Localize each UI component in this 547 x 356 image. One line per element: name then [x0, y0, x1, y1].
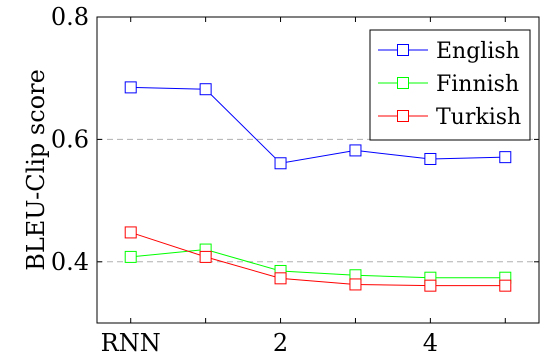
legend-label-finnish: Finnish [436, 72, 519, 97]
axis-ticks: 0.4 0.6 0.8 RNN 2 4 [51, 3, 539, 356]
data-point-turkish [124, 226, 137, 239]
legend-marker-turkish [397, 110, 409, 122]
y-tick-label: 0.8 [51, 3, 89, 31]
data-point-english [199, 83, 212, 96]
data-point-turkish [274, 272, 287, 285]
data-point-turkish [499, 279, 512, 292]
x-tick-label: RNN [101, 329, 161, 356]
legend-box [369, 29, 531, 141]
data-point-turkish [349, 278, 362, 291]
legend-marker-finnish [397, 77, 409, 89]
data-point-finnish [124, 250, 137, 263]
legend-label-english: English [436, 39, 520, 64]
series-line-finnish [130, 249, 506, 279]
series-line-english [130, 86, 506, 164]
series-lines [124, 81, 512, 292]
data-point-english [424, 152, 437, 165]
x-tick-label: 4 [423, 329, 438, 356]
data-point-english [349, 144, 362, 157]
plot-frame [96, 16, 540, 324]
y-axis-label: BLEU-Clip score [22, 69, 50, 271]
data-point-english [274, 157, 287, 170]
gridlines [97, 138, 539, 263]
data-point-turkish [199, 250, 212, 263]
legend-label-turkish: Turkish [436, 105, 521, 130]
series-line-turkish [130, 231, 506, 287]
legend-marker-english [397, 44, 409, 56]
x-tick-label: 2 [273, 329, 288, 356]
y-tick-label: 0.6 [51, 125, 89, 153]
y-tick-label: 0.4 [51, 248, 89, 276]
data-point-english [499, 151, 512, 164]
legend: English Finnish Turkish [369, 29, 531, 141]
data-point-english [124, 81, 137, 94]
data-point-turkish [424, 279, 437, 292]
